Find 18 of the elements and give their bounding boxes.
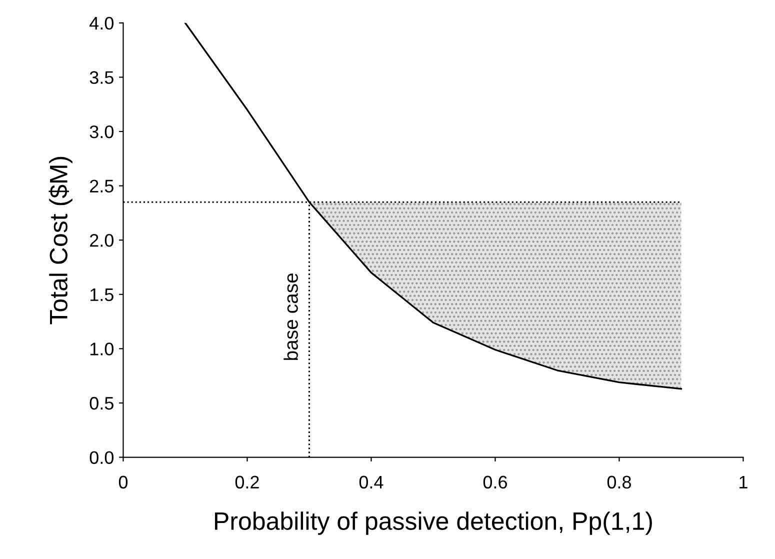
y-tick-label: 4.0 (90, 16, 114, 30)
ref-line-label: base case (284, 273, 298, 360)
y-tick-label: 1.5 (90, 288, 114, 302)
y-axis-title: Total Cost ($M) (48, 156, 72, 324)
y-tick-label: 2.0 (90, 234, 114, 247)
x-tick-label: 1 (740, 476, 748, 488)
y-tick-label: 0.5 (90, 396, 114, 410)
x-tick-label: 0.2 (235, 476, 259, 489)
y-tick-label: 2.5 (90, 180, 114, 193)
x-tick-label: 0.6 (483, 476, 507, 489)
y-tick-label: 3.0 (90, 125, 114, 138)
x-tick-label: 0.4 (359, 476, 384, 489)
x-tick-label: 0 (118, 476, 128, 489)
x-axis-title: Probability of passive detection, Pp(1,1) (215, 512, 652, 535)
y-tick-label: 3.5 (90, 71, 114, 84)
x-tick-label: 0.8 (607, 476, 631, 489)
y-tick-label: 0.0 (90, 451, 114, 464)
y-tick-label: 1.0 (90, 342, 114, 356)
